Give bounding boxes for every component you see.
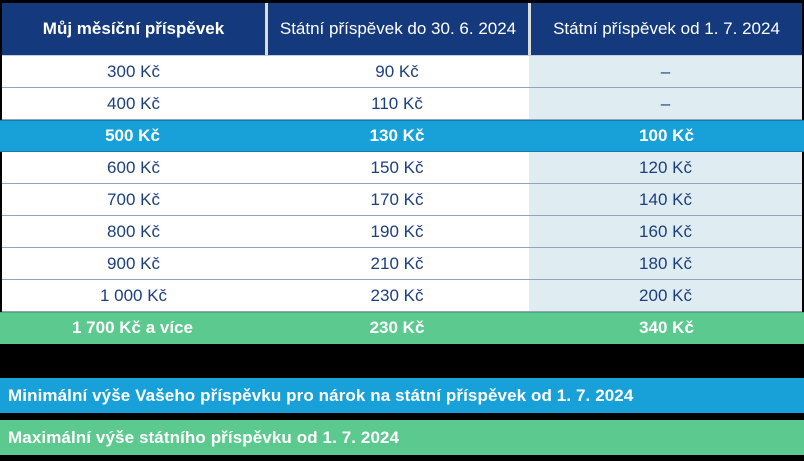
table-header: Můj měsíční příspěvek Státní příspěvek d… <box>2 3 802 55</box>
table-row: 900 Kč 210 Kč 180 Kč <box>2 248 802 280</box>
cell-state-after: 120 Kč <box>529 152 802 183</box>
black-divider <box>0 413 804 420</box>
cell-state-after: – <box>529 56 802 87</box>
cell-my-contribution: 1 700 Kč a více <box>72 318 193 337</box>
table-row: 300 Kč 90 Kč – <box>2 56 802 88</box>
black-divider <box>0 344 804 378</box>
column-header-state-contribution-after: Státní příspěvek od 1. 7. 2024 <box>531 3 802 55</box>
cell-my-contribution: 600 Kč <box>107 157 160 177</box>
legend-maximum-label: Maximální výše státního příspěvku od 1. … <box>8 427 400 447</box>
cell-state-after: 100 Kč <box>639 126 694 145</box>
cell-state-before: 210 Kč <box>370 253 424 273</box>
table-row: 800 Kč 190 Kč 160 Kč <box>2 216 802 248</box>
cell-state-before: 230 Kč <box>370 285 424 305</box>
cell-state-before: 150 Kč <box>370 157 424 177</box>
cell-state-after: 160 Kč <box>529 216 802 247</box>
legend-maximum-contribution-bar: Maximální výše státního příspěvku od 1. … <box>0 420 804 455</box>
cell-my-contribution: 400 Kč <box>107 93 160 113</box>
legend-minimum-label: Minimální výše Vašeho příspěvku pro náro… <box>8 385 634 405</box>
cell-state-before: 130 Kč <box>369 126 425 145</box>
cell-my-contribution: 700 Kč <box>107 189 160 209</box>
cell-my-contribution: 900 Kč <box>107 253 160 273</box>
table-row: 700 Kč 170 Kč 140 Kč <box>2 184 802 216</box>
table-row: 400 Kč 110 Kč – <box>2 88 802 120</box>
cell-my-contribution: 300 Kč <box>107 61 160 81</box>
table-row: 500 Kč 130 Kč 100 Kč <box>0 120 804 152</box>
cell-state-before: 110 Kč <box>371 93 423 113</box>
table-row: 1 700 Kč a více 230 Kč 340 Kč <box>0 312 804 344</box>
cell-state-after: 180 Kč <box>529 248 802 279</box>
cell-state-before: 90 Kč <box>375 61 419 81</box>
column-header-my-monthly-contribution: Můj měsíční příspěvek <box>2 3 265 55</box>
cell-state-before: 230 Kč <box>369 318 425 337</box>
cell-state-before: 190 Kč <box>370 221 424 241</box>
cell-state-after: 140 Kč <box>529 184 802 215</box>
table-body: 300 Kč 90 Kč – 400 Kč 110 Kč – 500 Kč 130 Kč 100… <box>0 55 804 344</box>
table-row: 1 000 Kč 230 Kč 200 Kč <box>2 280 802 312</box>
cell-my-contribution: 800 Kč <box>107 221 160 241</box>
column-header-state-contribution-before: Státní příspěvek do 30. 6. 2024 <box>268 3 528 55</box>
cell-state-after: 200 Kč <box>529 280 802 311</box>
table-row: 600 Kč 150 Kč 120 Kč <box>2 152 802 184</box>
cell-my-contribution: 500 Kč <box>105 126 160 145</box>
cell-state-after: – <box>529 88 802 119</box>
cell-state-after: 340 Kč <box>639 318 694 337</box>
cell-my-contribution: 1 000 Kč <box>99 285 168 305</box>
legend-minimum-contribution-bar: Minimální výše Vašeho příspěvku pro náro… <box>0 378 804 413</box>
cell-state-before: 170 Kč <box>370 189 424 209</box>
